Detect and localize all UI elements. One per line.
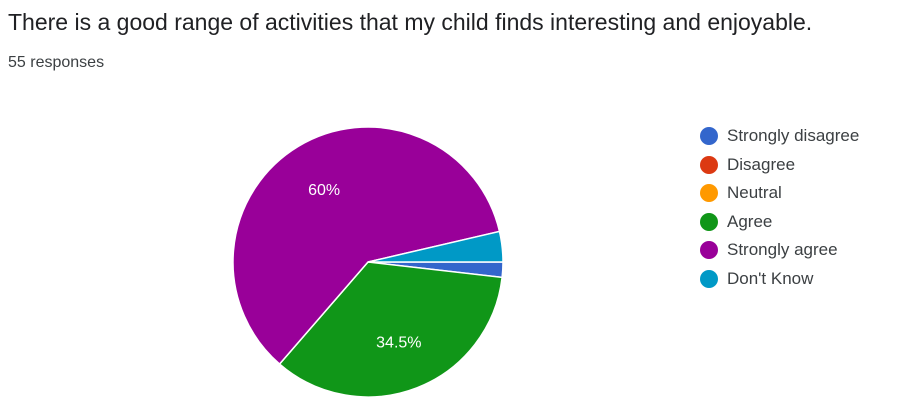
- legend-item-disagree[interactable]: Disagree: [700, 151, 859, 180]
- legend-label: Agree: [727, 211, 773, 231]
- slice-label-agree: 34.5%: [376, 334, 421, 351]
- legend-item-neutral[interactable]: Neutral: [700, 179, 859, 208]
- pie-slice-don-t-know[interactable]: [367, 230, 504, 263]
- legend-item-agree[interactable]: Agree: [700, 208, 859, 237]
- legend-swatch-icon: [700, 127, 718, 146]
- pie-slice-strongly-agree[interactable]: [232, 126, 501, 366]
- legend-label: Strongly agree: [727, 240, 838, 260]
- legend-item-strongly-agree[interactable]: Strongly agree: [700, 236, 859, 265]
- legend-swatch-icon: [700, 241, 718, 260]
- pie-slice-agree[interactable]: [278, 261, 503, 398]
- pie-slice-labels: 34.5% 60%: [308, 182, 421, 351]
- legend-label: Strongly disagree: [727, 126, 860, 146]
- legend-item-don-t-know[interactable]: Don't Know: [700, 265, 859, 294]
- legend-label: Neutral: [727, 183, 782, 203]
- legend-swatch-icon: [700, 155, 718, 174]
- legend-item-strongly-disagree[interactable]: Strongly disagree: [700, 122, 859, 151]
- legend-swatch-icon: [700, 269, 718, 288]
- legend-swatch-icon: [700, 212, 718, 231]
- legend-label: Disagree: [727, 154, 796, 174]
- pie-slices: [232, 126, 504, 398]
- legend-swatch-icon: [700, 184, 718, 203]
- slice-label-strongly-agree: 60%: [308, 182, 340, 199]
- chart-legend: Strongly disagree Disagree Neutral Agree Str…: [700, 122, 859, 293]
- response-count: 55 responses: [8, 54, 105, 71]
- question-title: There is a good range of activities that…: [8, 9, 813, 35]
- legend-label: Don't Know: [727, 268, 814, 288]
